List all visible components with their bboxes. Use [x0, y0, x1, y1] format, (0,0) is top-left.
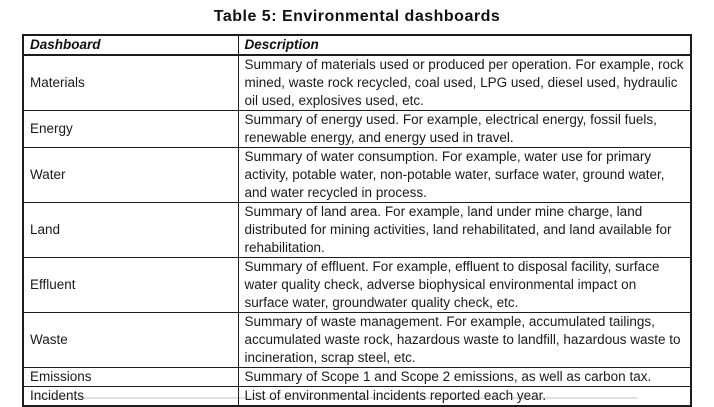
- description-cell: Summary of effluent. For example, efflue…: [237, 257, 692, 313]
- description-cell: Summary of materials used or produced pe…: [237, 54, 692, 111]
- description-cell: Summary of Scope 1 and Scope 2 emissions…: [237, 367, 692, 387]
- dashboard-cell: Waste: [22, 312, 239, 368]
- table-caption: Table 5: Environmental dashboards: [213, 8, 501, 25]
- description-cell: Summary of energy used. For example, ele…: [237, 110, 692, 148]
- dashboard-cell: Land: [22, 202, 239, 258]
- table-row: Waste Summary of waste management. For ex…: [22, 312, 692, 368]
- table-row: Energy Summary of energy used. For exampl…: [22, 110, 692, 148]
- environmental-dashboards-table: Dashboard Description Materials Summary o…: [22, 34, 692, 407]
- description-cell: Summary of land area. For example, land …: [237, 202, 692, 258]
- description-cell: Summary of water consumption. For exampl…: [237, 147, 692, 203]
- dashboard-cell: Energy: [22, 110, 239, 148]
- column-header-description: Description: [237, 34, 692, 56]
- dashboard-cell: Materials: [22, 54, 239, 111]
- table-row: Land Summary of land area. For example, l…: [22, 202, 692, 258]
- table-body: Materials Summary of materials used or pr…: [22, 54, 692, 407]
- scan-artifact: [30, 397, 638, 399]
- table-row: Effluent Summary of effluent. For example…: [22, 257, 692, 313]
- table-row: Emissions Summary of Scope 1 and Scope 2 …: [22, 367, 692, 387]
- table-row: Materials Summary of materials used or pr…: [22, 54, 692, 111]
- dashboard-cell: Water: [22, 147, 239, 203]
- description-cell: Summary of waste management. For example…: [237, 312, 692, 368]
- dashboard-cell: Effluent: [22, 257, 239, 313]
- header-row: Dashboard Description: [22, 34, 692, 56]
- table-row: Water Summary of water consumption. For e…: [22, 147, 692, 203]
- column-header-dashboard: Dashboard: [22, 34, 239, 56]
- dashboard-cell: Emissions: [22, 367, 239, 387]
- table-header: Dashboard Description: [22, 34, 692, 56]
